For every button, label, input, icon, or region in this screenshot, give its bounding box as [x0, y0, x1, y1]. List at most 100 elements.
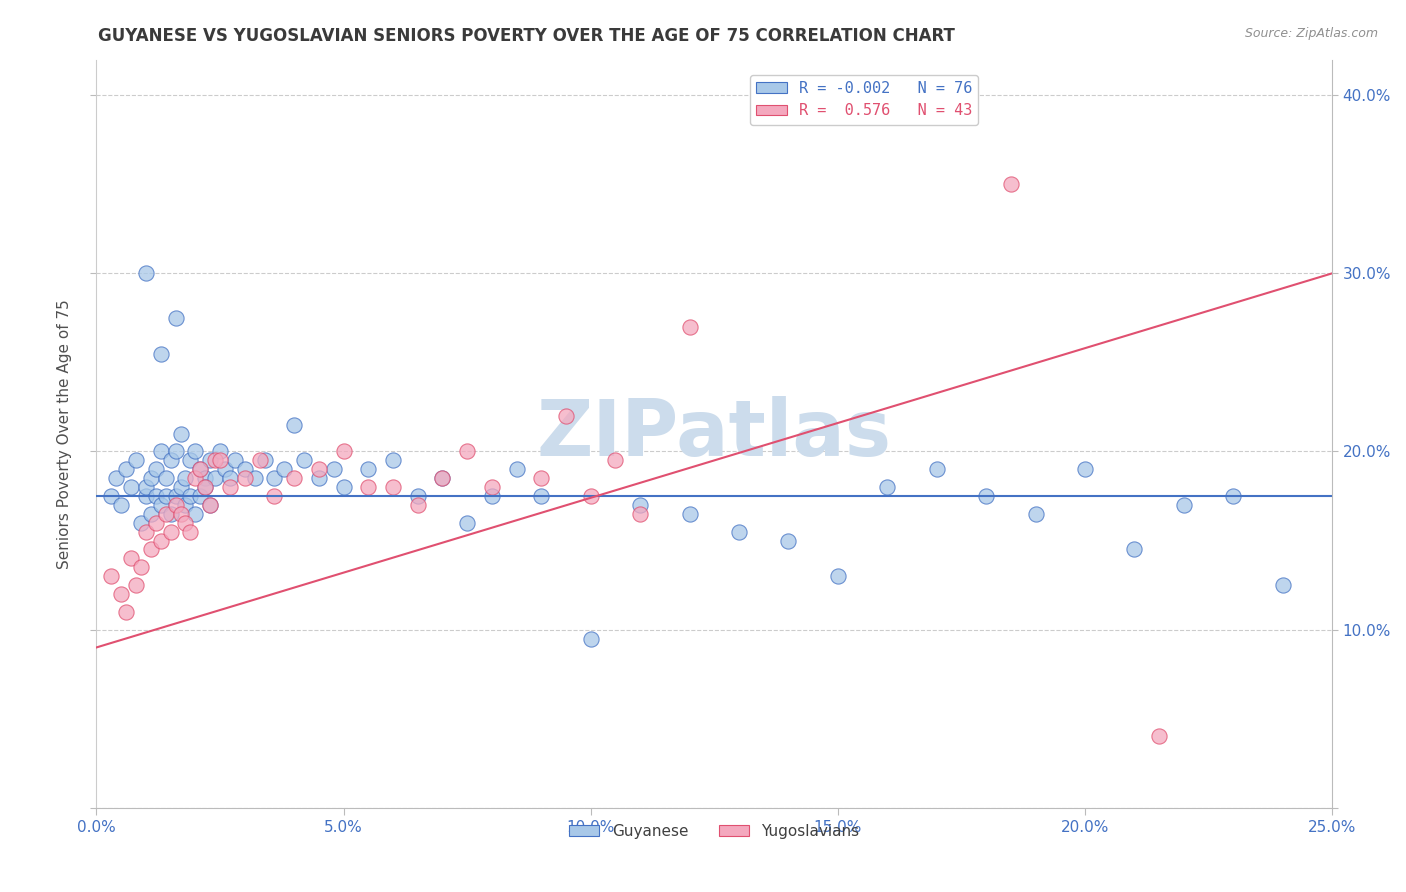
Point	[481, 489, 503, 503]
Point	[159, 524, 181, 539]
Point	[179, 453, 201, 467]
Point	[135, 524, 157, 539]
Point	[120, 551, 142, 566]
Point	[165, 310, 187, 325]
Point	[678, 319, 700, 334]
Point	[1222, 489, 1244, 503]
Point	[243, 471, 266, 485]
Point	[263, 471, 285, 485]
Point	[214, 462, 236, 476]
Point	[139, 471, 162, 485]
Point	[135, 489, 157, 503]
Text: ZIPatlas: ZIPatlas	[537, 396, 891, 472]
Point	[876, 480, 898, 494]
Point	[169, 426, 191, 441]
Point	[184, 444, 207, 458]
Point	[332, 444, 354, 458]
Point	[105, 471, 128, 485]
Point	[456, 516, 478, 530]
Point	[194, 480, 217, 494]
Point	[481, 480, 503, 494]
Point	[115, 605, 138, 619]
Point	[308, 471, 330, 485]
Point	[194, 480, 217, 494]
Point	[263, 489, 285, 503]
Point	[194, 471, 217, 485]
Point	[129, 516, 152, 530]
Point	[209, 453, 232, 467]
Point	[188, 462, 211, 476]
Point	[145, 489, 167, 503]
Point	[974, 489, 997, 503]
Point	[219, 471, 242, 485]
Point	[382, 453, 405, 467]
Point	[728, 524, 751, 539]
Point	[129, 560, 152, 574]
Point	[184, 471, 207, 485]
Point	[322, 462, 344, 476]
Point	[1074, 462, 1097, 476]
Point	[1000, 178, 1022, 192]
Point	[198, 498, 221, 512]
Point	[165, 444, 187, 458]
Point	[249, 453, 271, 467]
Text: GUYANESE VS YUGOSLAVIAN SENIORS POVERTY OVER THE AGE OF 75 CORRELATION CHART: GUYANESE VS YUGOSLAVIAN SENIORS POVERTY …	[98, 27, 955, 45]
Point	[165, 489, 187, 503]
Point	[184, 507, 207, 521]
Point	[149, 444, 172, 458]
Point	[100, 569, 122, 583]
Point	[530, 489, 553, 503]
Point	[283, 471, 305, 485]
Point	[174, 498, 197, 512]
Point	[198, 453, 221, 467]
Point	[188, 462, 211, 476]
Point	[120, 480, 142, 494]
Point	[165, 498, 187, 512]
Point	[135, 266, 157, 280]
Point	[155, 489, 177, 503]
Point	[273, 462, 295, 476]
Point	[283, 417, 305, 432]
Point	[204, 471, 226, 485]
Point	[332, 480, 354, 494]
Point	[110, 587, 132, 601]
Point	[100, 489, 122, 503]
Point	[505, 462, 527, 476]
Point	[1147, 730, 1170, 744]
Point	[628, 507, 651, 521]
Point	[357, 462, 380, 476]
Point	[159, 453, 181, 467]
Point	[145, 462, 167, 476]
Point	[678, 507, 700, 521]
Point	[357, 480, 380, 494]
Point	[125, 578, 148, 592]
Point	[233, 462, 256, 476]
Point	[292, 453, 315, 467]
Point	[219, 480, 242, 494]
Point	[579, 632, 602, 646]
Point	[406, 498, 429, 512]
Point	[139, 542, 162, 557]
Point	[204, 453, 226, 467]
Y-axis label: Seniors Poverty Over the Age of 75: Seniors Poverty Over the Age of 75	[58, 299, 72, 568]
Point	[456, 444, 478, 458]
Point	[1173, 498, 1195, 512]
Point	[925, 462, 948, 476]
Point	[224, 453, 246, 467]
Point	[579, 489, 602, 503]
Point	[406, 489, 429, 503]
Point	[1123, 542, 1146, 557]
Point	[555, 409, 578, 423]
Point	[382, 480, 405, 494]
Text: Source: ZipAtlas.com: Source: ZipAtlas.com	[1244, 27, 1378, 40]
Point	[110, 498, 132, 512]
Point	[169, 507, 191, 521]
Point	[179, 524, 201, 539]
Point	[139, 507, 162, 521]
Point	[827, 569, 849, 583]
Point	[149, 346, 172, 360]
Point	[209, 444, 232, 458]
Point	[432, 471, 454, 485]
Point	[308, 462, 330, 476]
Point	[188, 489, 211, 503]
